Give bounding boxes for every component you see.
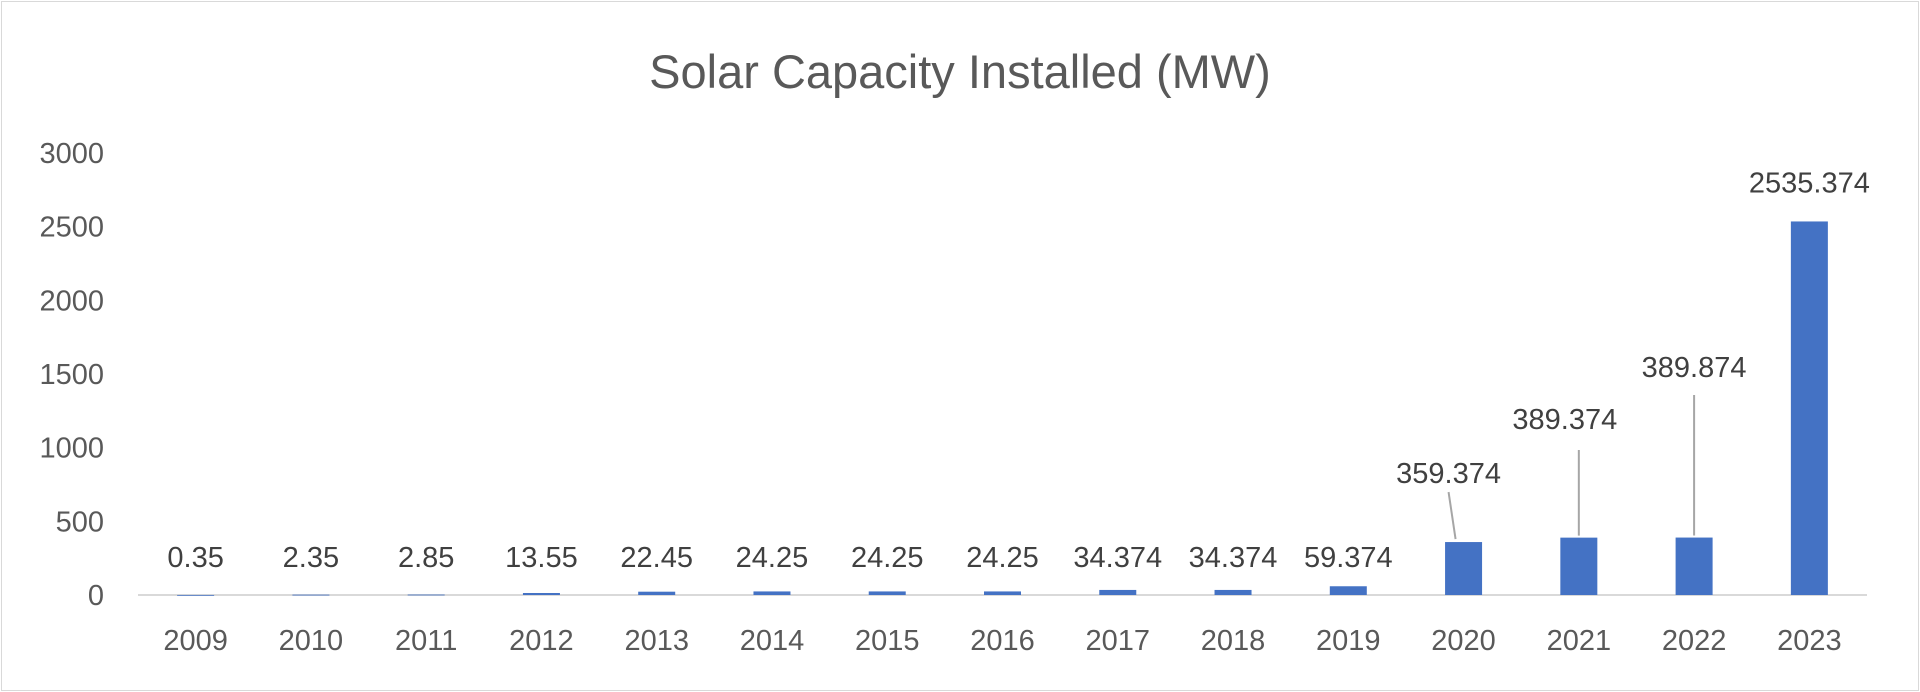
y-tick-label: 3000: [39, 138, 104, 170]
data-label-2013: 22.45: [620, 542, 693, 574]
y-tick-label: 0: [88, 580, 104, 612]
bar-2015: [868, 591, 906, 595]
x-tick-label: 2020: [1431, 625, 1496, 657]
data-label-2012: 13.55: [505, 542, 578, 574]
data-label-2019: 59.374: [1304, 542, 1393, 574]
leader-line: [1447, 491, 1457, 540]
x-tick-label: 2013: [624, 625, 689, 657]
data-label-2010: 2.35: [283, 542, 339, 574]
data-label-2020: 359.374: [1396, 458, 1501, 490]
data-label-2014: 24.25: [736, 542, 809, 574]
x-axis: 2009 2010 2011 2012 2013 2014 2015 2016 2017 2018…: [138, 594, 1867, 657]
x-tick-label: 2019: [1316, 625, 1381, 657]
x-tick-label: 2014: [740, 625, 805, 657]
bar-2009: [177, 594, 215, 596]
x-tick-label: 2022: [1662, 625, 1727, 657]
bar-2014: [753, 591, 791, 595]
bar-2017: [1099, 589, 1137, 595]
data-label-2015: 24.25: [851, 542, 924, 574]
y-tick-label: 2500: [39, 212, 104, 244]
x-tick-label: 2011: [395, 625, 457, 657]
x-tick-label: 2016: [970, 625, 1035, 657]
bar-2012: [522, 593, 560, 595]
data-label-2022: 389.874: [1642, 352, 1747, 384]
data-label-2009: 0.35: [167, 542, 223, 574]
data-label-2011: 2.85: [398, 542, 454, 574]
x-tick-label: 2017: [1086, 625, 1151, 657]
chart-title: Solar Capacity Installed (MW): [649, 45, 1271, 98]
bar-2016: [984, 591, 1021, 595]
y-tick-label: 1000: [39, 433, 104, 465]
data-label-2017: 34.374: [1073, 542, 1162, 574]
bar-2022: [1675, 537, 1713, 595]
y-axis: 0 500 1000 1500 2000 2500 3000: [39, 138, 104, 612]
data-label-2018: 34.374: [1189, 542, 1278, 574]
bar-2013: [638, 591, 676, 595]
bar-2021: [1560, 537, 1598, 595]
x-tick-label: 2023: [1777, 625, 1842, 657]
bars: [177, 221, 1828, 596]
data-label-2023: 2535.374: [1749, 167, 1870, 199]
bar-2010: [292, 594, 330, 596]
data-label-2016: 24.25: [966, 542, 1039, 574]
x-tick-label: 2012: [509, 625, 574, 657]
bar-2018: [1214, 589, 1252, 595]
data-label-2021: 389.374: [1512, 404, 1617, 436]
x-tick-label: 2009: [163, 625, 228, 657]
data-labels: 0.35 2.35 2.85 13.55 22.45 24.25 24.25 24.25 34.…: [167, 167, 1869, 574]
y-tick-label: 500: [56, 506, 104, 538]
x-tick-label: 2018: [1201, 625, 1266, 657]
bar-2023: [1790, 221, 1828, 595]
x-tick-label: 2015: [855, 625, 920, 657]
y-tick-label: 1500: [39, 359, 104, 391]
bar-2011: [407, 594, 445, 596]
x-tick-label: 2021: [1547, 625, 1612, 657]
bar-2020: [1445, 542, 1483, 595]
y-tick-label: 2000: [39, 285, 104, 317]
x-tick-label: 2010: [279, 625, 344, 657]
bar-2019: [1329, 586, 1367, 595]
